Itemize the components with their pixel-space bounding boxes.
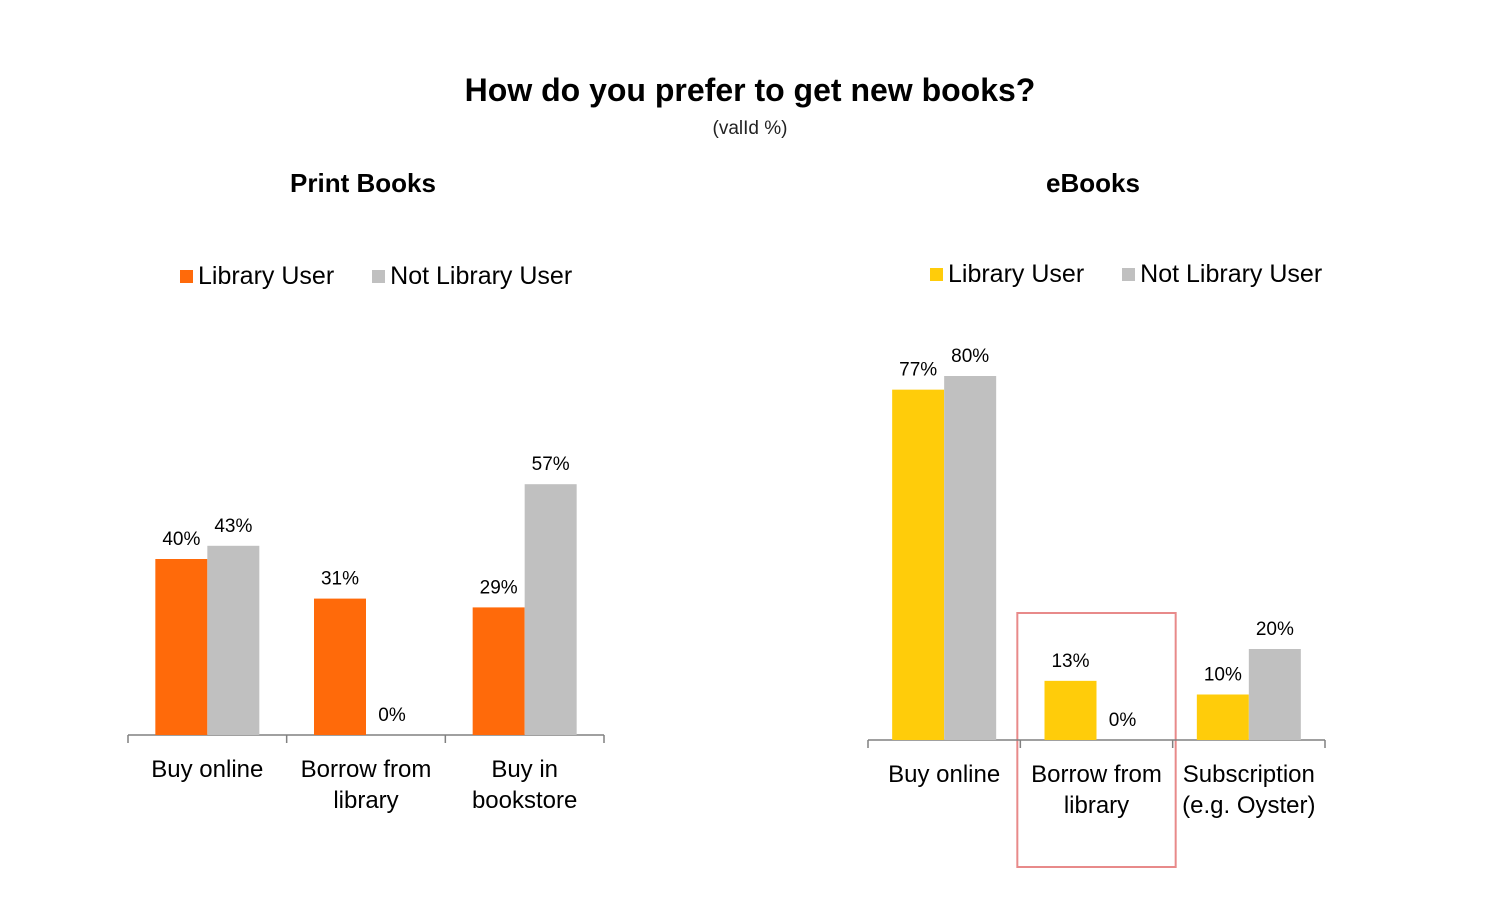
legend-not-library-user: Not Library User — [1122, 260, 1322, 289]
print-value-label: 29% — [480, 577, 518, 598]
legend-label-not-library-user: Not Library User — [390, 262, 573, 290]
ebook-value-label: 80% — [951, 346, 989, 367]
legend-not-library-user: Not Library User — [372, 262, 572, 291]
chart-subtitle: (valId %) — [712, 118, 788, 139]
print-value-label: 40% — [162, 529, 200, 550]
print-category-label: Borrow from — [301, 756, 432, 783]
ebooks-title: eBooks — [1046, 168, 1140, 198]
legend-label-not-library-user: Not Library User — [1140, 260, 1323, 288]
legend-library-user: Library User — [930, 260, 1084, 289]
ebook-value-label: 20% — [1256, 619, 1294, 640]
print-value-label: 43% — [214, 516, 252, 537]
ebooks-legend: Library User Not Library User — [930, 260, 1360, 289]
legend-library-user: Library User — [180, 262, 334, 291]
ebook-value-label: 77% — [899, 360, 937, 381]
legend-label-library-user: Library User — [948, 260, 1085, 288]
ebook-category-label: Borrow from — [1031, 761, 1162, 788]
print-bar-library-user-borrow-from-library — [314, 598, 366, 735]
ebook-value-label: 10% — [1204, 665, 1242, 686]
print-category-label: bookstore — [472, 787, 577, 814]
legend-swatch-library-user — [180, 270, 193, 283]
print-legend: Library User Not Library User — [180, 262, 610, 291]
ebook-value-label: 0% — [1109, 710, 1137, 731]
legend-swatch-library-user — [930, 268, 943, 281]
print-bar-not-library-user-buy-online — [207, 545, 260, 735]
ebook-category-label: Subscription — [1183, 761, 1315, 788]
print-bar-library-user-buy-online — [155, 559, 208, 735]
ebook-bar-not-library-user-subscription-e-g-oyster — [1248, 649, 1301, 740]
print-value-label: 0% — [378, 705, 406, 726]
ebook-category-label: library — [1064, 792, 1129, 819]
ebook-category-label: (e.g. Oyster) — [1182, 792, 1315, 819]
print-bar-not-library-user-buy-in-bookstore — [524, 484, 577, 735]
legend-label-library-user: Library User — [198, 262, 335, 290]
print-books-title: Print Books — [290, 168, 436, 198]
print-category-label: Buy online — [151, 756, 263, 783]
ebook-bar-not-library-user-buy-online — [944, 376, 997, 740]
legend-swatch-not-library-user — [1122, 268, 1136, 281]
print-value-label: 57% — [532, 454, 570, 475]
print-bar-library-user-buy-in-bookstore — [472, 607, 525, 735]
print-category-label: library — [333, 787, 398, 814]
legend-swatch-not-library-user — [372, 270, 386, 283]
print-value-label: 31% — [321, 569, 359, 590]
ebook-value-label: 13% — [1051, 651, 1089, 672]
print-category-label: Buy in — [491, 756, 558, 783]
ebook-bar-library-user-borrow-from-library — [1044, 680, 1097, 740]
ebook-bar-library-user-buy-online — [892, 389, 945, 740]
chart-title: How do you prefer to get new books? — [464, 72, 1036, 108]
ebook-category-label: Buy online — [888, 761, 1000, 788]
ebook-bar-library-user-subscription-e-g-oyster — [1196, 694, 1249, 740]
